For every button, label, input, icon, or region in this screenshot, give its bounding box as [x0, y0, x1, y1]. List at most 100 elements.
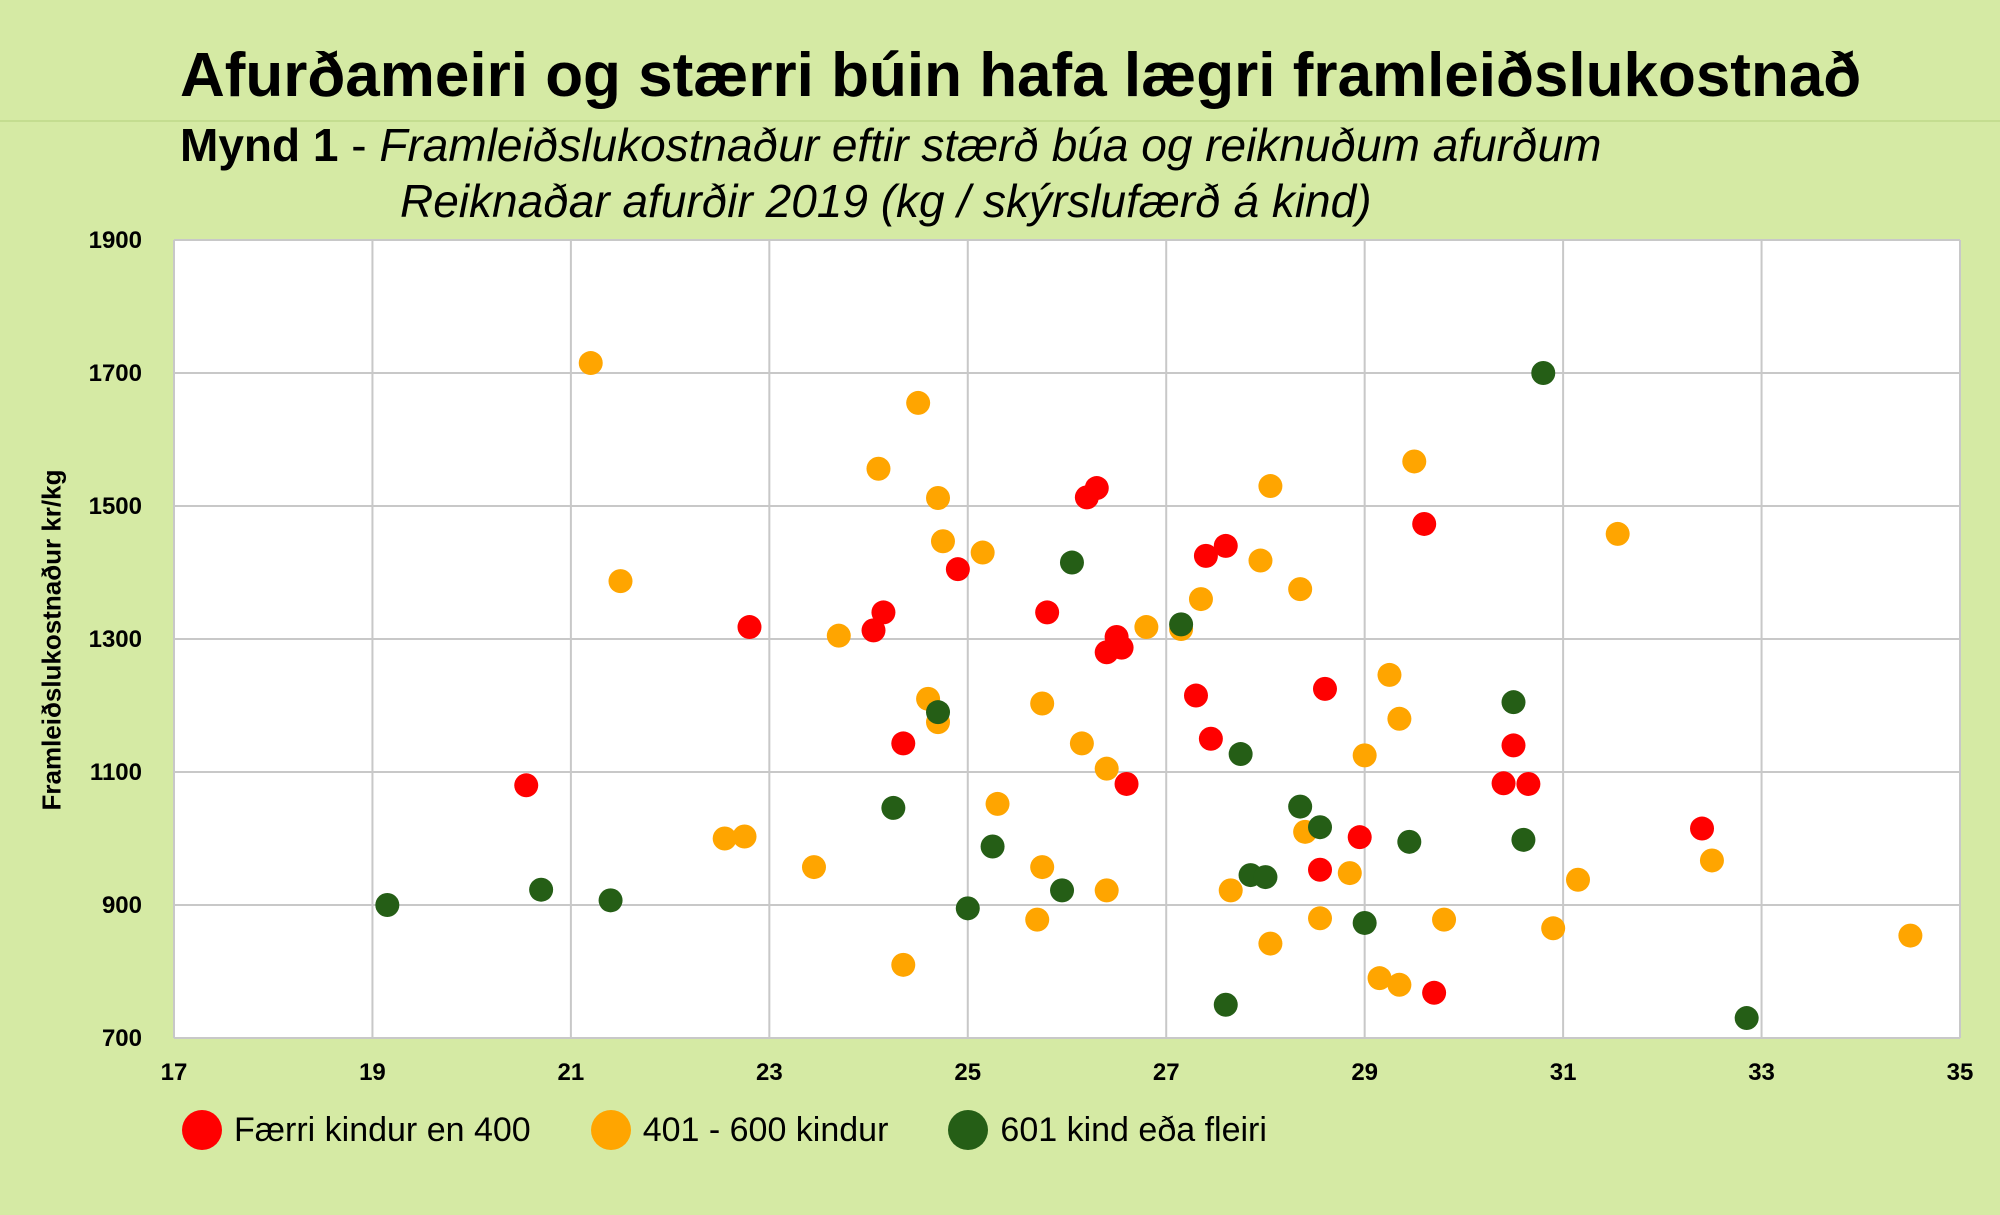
data-points	[375, 351, 1923, 1031]
data-point-series-2	[1367, 966, 1392, 991]
x-tick-label: 27	[1153, 1059, 1180, 1086]
data-point-series-1	[1501, 733, 1526, 758]
data-point-series-2	[1030, 691, 1055, 716]
data-point-series-3	[955, 896, 980, 921]
y-tick-label: 1500	[89, 493, 142, 520]
x-tick-label: 35	[1947, 1059, 1974, 1086]
legend-item-1: Færri kindur en 400	[182, 1110, 531, 1150]
data-point-series-3	[980, 834, 1005, 859]
data-point-series-1	[737, 615, 762, 640]
data-point-series-2	[866, 456, 891, 481]
data-point-series-2	[891, 952, 916, 977]
data-point-series-2	[1387, 706, 1412, 731]
figure-number: Mynd 1	[180, 119, 339, 171]
chart-legend: Færri kindur en 400 401 - 600 kindur 601 k…	[182, 1110, 1327, 1150]
data-point-series-1	[514, 773, 539, 798]
data-point-series-3	[1734, 1006, 1759, 1031]
data-point-series-2	[1218, 878, 1243, 903]
subtitle-text: Framleiðslukostnaður eftir stærð búa og …	[379, 119, 1602, 171]
legend-swatch	[590, 1110, 631, 1150]
data-point-series-3	[1050, 878, 1075, 903]
data-point-series-2	[732, 824, 757, 849]
data-point-series-2	[1699, 848, 1724, 873]
data-point-series-1	[891, 731, 916, 756]
legend-item-2: 401 - 600 kindur	[590, 1110, 889, 1150]
data-point-series-2	[1258, 931, 1283, 956]
data-point-series-1	[1213, 533, 1238, 558]
legend-swatch	[182, 1110, 222, 1150]
axis-ticks: 17 19 21 23 25 27 29 31 33 35 1900 1700 1500 1300 1100…	[89, 227, 1974, 1086]
data-point-series-3	[1169, 612, 1194, 637]
data-point-series-3	[598, 888, 623, 913]
data-point-series-1	[1084, 476, 1109, 501]
data-point-series-3	[1213, 992, 1238, 1017]
x-tick-label: 23	[756, 1059, 783, 1086]
y-tick-label: 700	[102, 1025, 142, 1052]
x-tick-label: 29	[1351, 1059, 1378, 1086]
data-point-series-2	[1387, 972, 1412, 997]
data-point-series-1	[1308, 857, 1333, 882]
data-point-series-3	[529, 877, 554, 902]
x-tick-label: 25	[954, 1059, 981, 1086]
legend-label: 601 kind eða fleiri	[1000, 1110, 1267, 1149]
legend-item-3: 601 kind eða fleiri	[948, 1110, 1267, 1150]
data-point-series-1	[1412, 511, 1437, 536]
data-point-series-3	[1501, 690, 1526, 715]
data-point-series-2	[1337, 861, 1362, 886]
x-tick-label: 21	[558, 1059, 585, 1086]
data-point-series-3	[1059, 550, 1084, 575]
data-point-series-1	[1516, 771, 1541, 796]
data-point-series-2	[970, 540, 995, 565]
chart-subtitle: Mynd 1 - Framleiðslukostnaður eftir stær…	[180, 118, 1601, 172]
data-point-series-2	[1565, 867, 1590, 892]
data-point-series-1	[1035, 600, 1060, 625]
x-tick-label: 19	[359, 1059, 386, 1086]
data-point-series-2	[712, 826, 737, 851]
data-point-series-1	[1109, 635, 1134, 660]
x-tick-label: 31	[1550, 1059, 1577, 1086]
data-point-series-2	[1432, 907, 1457, 932]
data-point-series-2	[1025, 907, 1050, 932]
title-divider	[0, 120, 2000, 122]
data-point-series-3	[1288, 794, 1313, 819]
data-point-series-2	[1069, 731, 1094, 756]
y-tick-label: 900	[102, 892, 142, 919]
legend-label: Færri kindur en 400	[234, 1110, 531, 1149]
y-tick-label: 1300	[89, 626, 142, 653]
data-point-series-2	[1094, 878, 1119, 903]
legend-label: 401 - 600 kindur	[642, 1110, 889, 1149]
data-point-series-1	[1422, 980, 1447, 1005]
data-point-series-2	[1605, 521, 1630, 546]
data-point-series-2	[1288, 577, 1313, 602]
data-point-series-1	[1198, 726, 1223, 751]
data-point-series-3	[1253, 865, 1278, 890]
data-point-series-3	[1397, 829, 1422, 854]
data-point-series-2	[930, 529, 955, 554]
data-point-series-2	[801, 855, 826, 880]
data-point-series-1	[1347, 825, 1372, 850]
y-tick-label: 1900	[89, 227, 142, 254]
data-point-series-1	[1183, 683, 1208, 708]
data-point-series-3	[1228, 742, 1253, 767]
data-point-series-2	[1898, 923, 1923, 948]
data-point-series-1	[1193, 543, 1218, 568]
data-point-series-2	[578, 351, 603, 376]
data-point-series-2	[1258, 474, 1283, 499]
data-point-series-2	[1308, 906, 1333, 931]
x-axis-label: Reiknaðar afurðir 2019 (kg / skýrslufærð…	[400, 175, 1372, 227]
y-tick-label: 1100	[90, 759, 142, 786]
data-point-series-1	[1491, 771, 1516, 796]
data-point-series-2	[1030, 855, 1055, 880]
data-point-series-2	[1188, 587, 1213, 612]
data-point-series-3	[1352, 910, 1377, 935]
data-point-series-2	[826, 623, 851, 648]
data-point-series-2	[608, 569, 633, 594]
data-point-series-2	[1352, 743, 1377, 768]
data-point-series-3	[1308, 815, 1333, 840]
chart-title: Afurðameiri og stærri búin hafa lægri fr…	[180, 41, 1862, 110]
data-point-series-2	[1541, 916, 1566, 941]
x-tick-label: 33	[1748, 1059, 1775, 1086]
data-point-series-2	[1094, 756, 1119, 781]
y-tick-label: 1700	[89, 360, 142, 387]
